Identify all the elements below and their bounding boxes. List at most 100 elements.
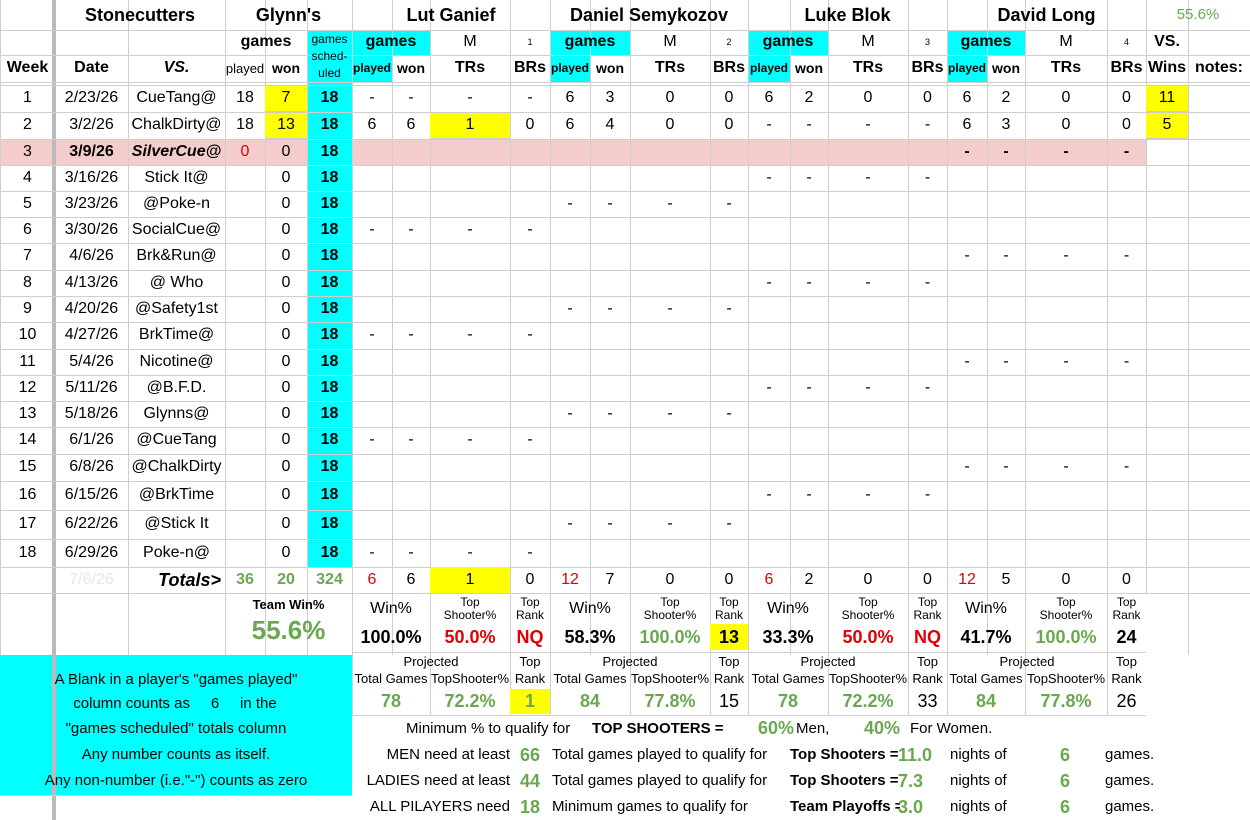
games-label: games. (1105, 772, 1155, 790)
min-target: TOP SHOOTERS = (592, 720, 724, 738)
brs-header: BRs (712, 59, 745, 77)
brs-header: BRs (911, 59, 944, 77)
cell: 0 (281, 458, 291, 476)
cell: - (865, 116, 871, 134)
cell: - (369, 431, 375, 449)
grid-line (1188, 0, 1189, 655)
highlight-row (0, 139, 1146, 165)
rank-value: 13 (710, 624, 748, 650)
min-label: Minimum % to qualify for (406, 720, 571, 738)
cell: - (766, 273, 772, 291)
nights-label: nights of (950, 746, 1007, 764)
proj-rank: 15 (718, 691, 740, 712)
cell: 3 (605, 89, 615, 107)
grid-line (0, 243, 1250, 244)
date: 6/29/26 (64, 543, 119, 561)
played-header: played (550, 61, 589, 76)
played-header: played (749, 61, 788, 76)
cell: 6 (565, 116, 575, 134)
cell: 0 (281, 352, 291, 370)
note-line: 6 (210, 695, 220, 713)
rank-value: NQ (516, 626, 544, 647)
cell: - (408, 543, 414, 561)
grid-line (630, 0, 631, 655)
cell: 18 (320, 247, 339, 265)
cell: 0 (281, 515, 291, 533)
rule-value: 18 (519, 796, 541, 817)
cell: 0 (1122, 89, 1131, 107)
rule-text: Total games played to qualify for (552, 772, 768, 790)
cell: - (527, 326, 533, 344)
won-header: won (272, 60, 300, 77)
vs-wins-header: VS. (1154, 33, 1180, 51)
grid-line (52, 0, 56, 820)
cell: 0 (281, 168, 291, 186)
proj-total: 84 (975, 691, 997, 712)
rank-label: Top (718, 654, 740, 669)
cell: 0 (724, 116, 734, 134)
week: 17 (18, 515, 37, 533)
grid-line (1107, 0, 1108, 655)
grid-line (0, 593, 1250, 594)
cell: - (806, 378, 812, 396)
rank-label: Rank (913, 608, 942, 622)
cell: - (369, 89, 375, 107)
cell: 0 (281, 142, 291, 160)
week: 10 (18, 326, 37, 344)
grid-line (1107, 593, 1108, 715)
opponent: Glynns@ (143, 404, 210, 422)
grid-line (0, 454, 1250, 455)
opponent: @ Who (149, 273, 204, 291)
cell: - (667, 404, 673, 422)
header-fill (748, 30, 828, 55)
proj-ts: 77.8% (1040, 691, 1092, 712)
nights-label: nights of (950, 798, 1007, 816)
cell: 6 (962, 89, 972, 107)
cell: - (607, 404, 613, 422)
rule-games: 6 (1059, 770, 1070, 791)
rank-label: Top (719, 595, 739, 609)
cell: 0 (281, 194, 291, 212)
rank-value: NQ (914, 626, 941, 647)
week: 2 (23, 116, 32, 134)
cell: - (408, 326, 414, 344)
grid-line (947, 593, 948, 715)
cell: 13 (265, 112, 307, 139)
projected-label: Projected (800, 654, 856, 669)
cell: 0 (1061, 116, 1071, 134)
grid-line (908, 593, 909, 715)
grid-line (430, 593, 431, 715)
trs-header: TRs (454, 59, 486, 77)
note-line: "games scheduled" totals column (65, 720, 287, 738)
date: 3/16/26 (64, 168, 119, 186)
header-fill (550, 55, 590, 82)
sched-header: games (311, 32, 348, 47)
grid-line (510, 0, 511, 655)
week: 13 (18, 404, 37, 422)
rank-label: Top (1116, 654, 1137, 669)
grid-line (987, 0, 988, 655)
cell: 18 (320, 515, 339, 533)
total: 0 (1061, 570, 1071, 588)
cell: 6 (962, 116, 972, 134)
games-header: games (762, 33, 814, 51)
cell: 18 (320, 326, 339, 344)
rule-label: MEN need at least (386, 746, 510, 764)
cell: - (924, 273, 931, 291)
cell: 6 (764, 89, 774, 107)
cell: - (924, 486, 931, 504)
header-fill (947, 55, 987, 82)
rank-label: Top (1116, 595, 1137, 609)
cell: - (806, 486, 812, 504)
cell: - (467, 326, 473, 344)
total: 6 (406, 570, 416, 588)
ts-label: Top (660, 595, 680, 609)
brs-header: BRs (513, 59, 546, 77)
cell: 5 (1146, 112, 1188, 139)
grid-line (748, 593, 749, 715)
ts-label: Top (460, 595, 480, 609)
ts-label: Shooter% (643, 608, 697, 622)
cell: 18 (320, 220, 339, 238)
sched-header: uled (318, 66, 341, 81)
